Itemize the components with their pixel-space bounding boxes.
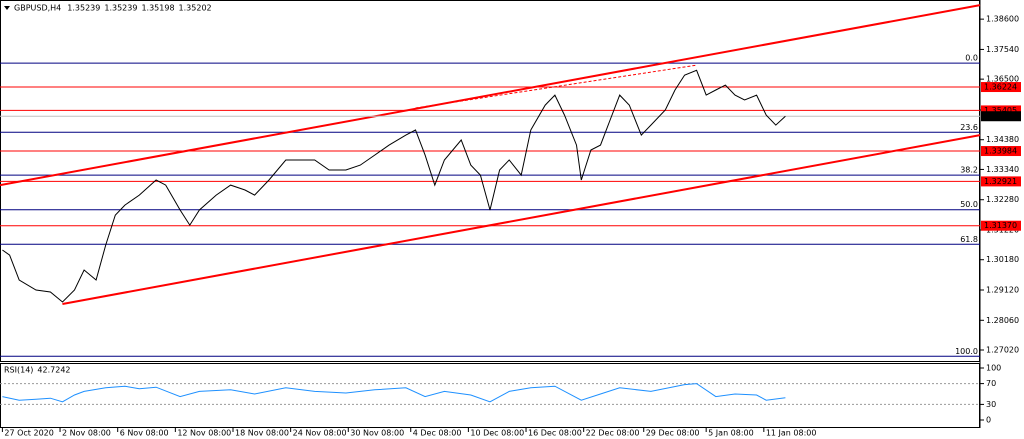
rsi-value: 42.7242	[37, 366, 70, 375]
fib-label: 0.0	[965, 54, 978, 63]
fib-label: 50.0	[960, 200, 978, 209]
y-tick-label: 1.36500	[986, 75, 1019, 84]
last-price-label: 1.35202	[984, 112, 1017, 121]
x-tick-label: 27 Oct 2020	[4, 429, 53, 438]
ohlc-value: 1.35198	[141, 4, 174, 13]
y-tick-label: 1.33340	[986, 165, 1019, 174]
y-tick-label: 1.29120	[986, 286, 1019, 295]
level-tag	[981, 146, 1021, 157]
level-tag	[981, 105, 1021, 116]
x-tick-label: 5 Jan 08:00	[708, 429, 754, 438]
x-tick-label: 24 Nov 08:00	[293, 429, 347, 438]
channel-line	[415, 64, 697, 109]
y-tick-label: 1.27020	[986, 346, 1019, 355]
y-tick-label: 0	[986, 416, 991, 425]
level-tag	[981, 82, 1021, 93]
y-tick-label: 1.37540	[986, 45, 1019, 54]
x-tick-label: 2 Nov 08:00	[62, 429, 111, 438]
level-label: 1.31370	[984, 221, 1017, 230]
chart-title: GBPUSD,H4	[14, 4, 61, 13]
channel-line	[62, 134, 981, 305]
fib-label: 23.6	[960, 123, 978, 132]
ohlc-value: 1.35239	[104, 4, 137, 13]
price-line	[2, 383, 786, 403]
level-tag	[981, 220, 1021, 231]
x-tick-label: 6 Nov 08:00	[120, 429, 169, 438]
y-tick-label: 1.30180	[986, 255, 1019, 264]
level-tag	[981, 176, 1021, 187]
level-label: 1.33984	[984, 147, 1017, 156]
fib-label: 61.8	[960, 235, 978, 244]
ohlc-value: 1.35239	[67, 4, 100, 13]
rsi-panel-frame	[0, 363, 980, 428]
x-tick-label: 10 Dec 08:00	[470, 429, 524, 438]
x-tick-label: 4 Dec 08:00	[413, 429, 462, 438]
x-tick-label: 30 Nov 08:00	[350, 429, 404, 438]
x-tick-label: 18 Nov 08:00	[235, 429, 289, 438]
x-tick-label: 16 Dec 08:00	[528, 429, 582, 438]
x-tick-label: 29 Dec 08:00	[646, 429, 700, 438]
channel-line	[0, 4, 981, 187]
fib-label: 38.2	[960, 166, 978, 175]
y-tick-label: 30	[986, 400, 996, 409]
y-tick-label: 1.34380	[986, 135, 1019, 144]
level-label: 1.36224	[984, 83, 1017, 92]
y-tick-label: 1.28060	[986, 316, 1019, 325]
x-tick-label: 12 Nov 08:00	[177, 429, 231, 438]
y-tick-label: 1.38600	[986, 15, 1019, 24]
x-tick-label: 11 Jan 08:00	[766, 429, 817, 438]
x-tick-label: 22 Dec 08:00	[586, 429, 640, 438]
level-label: 1.32921	[984, 177, 1017, 186]
fib-label: 100.0	[955, 347, 978, 356]
menu-arrow[interactable]	[4, 6, 10, 10]
ohlc-value: 1.35202	[179, 4, 212, 13]
level-label: 1.35405	[984, 106, 1017, 115]
y-tick-label: 1.32280	[986, 195, 1019, 204]
rsi-title: RSI(14)	[4, 366, 33, 375]
y-tick-label: 70	[986, 379, 996, 388]
y-tick-label: 100	[986, 364, 1001, 373]
last-price-tag	[981, 111, 1021, 122]
price-line	[2, 69, 786, 303]
